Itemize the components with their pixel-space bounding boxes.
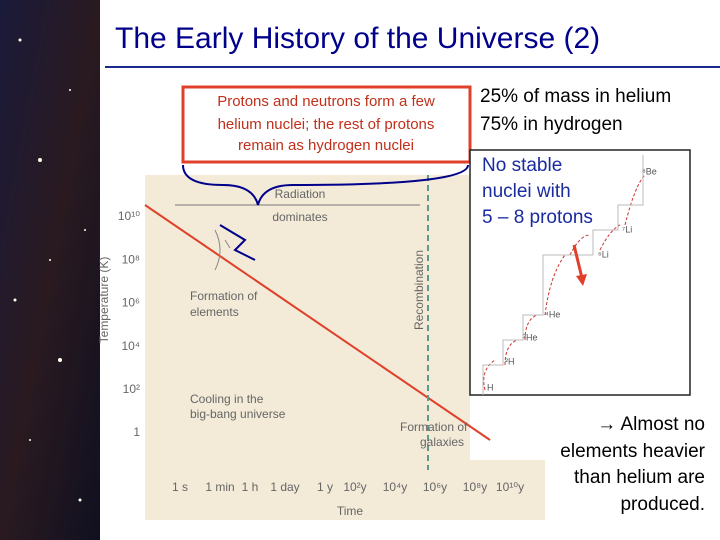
conclusion-text: elements heavier — [560, 441, 705, 462]
isotope-label: H — [487, 382, 494, 392]
annotation: Recombination — [412, 250, 426, 330]
x-tick-label: 1 h — [242, 480, 259, 494]
x-tick-label: 10⁸y — [463, 480, 487, 494]
x-tick-label: 10⁶y — [423, 480, 447, 494]
x-tick-label: 10²y — [343, 480, 366, 494]
inset-text: No stable — [482, 155, 562, 176]
title: The Early History of the Universe (2) — [115, 22, 600, 55]
y-tick-label: 10⁴ — [121, 339, 140, 353]
red-arrowhead — [576, 274, 587, 286]
isotope-label: ⁷Li — [622, 224, 632, 234]
brace-pointer — [219, 224, 256, 261]
annotation: elements — [190, 305, 239, 319]
reaction-arrows — [483, 174, 646, 391]
x-tick-label: 10⁴y — [383, 480, 408, 494]
y-tick-label: 10⁸ — [122, 252, 140, 266]
result-text: 25% of mass in helium — [480, 86, 671, 107]
isotope-label: ⁶Li — [598, 249, 609, 259]
result-text: 75% in hydrogen — [480, 114, 623, 135]
annotation: dominates — [272, 210, 327, 224]
x-tick-label: 1 day — [270, 480, 299, 494]
annotation: Cooling in the — [190, 392, 264, 406]
callout-text: remain as hydrogen nuclei — [238, 137, 414, 154]
brace — [182, 164, 469, 206]
x-tick-label: 1 s — [172, 480, 188, 494]
y-tick-label: 10² — [123, 382, 140, 396]
annotation: Radiation — [275, 187, 326, 201]
isotope-label: ²H — [505, 356, 515, 366]
y-axis-label: Temperature (K) — [97, 257, 111, 344]
callout-text: helium nuclei; the rest of protons — [218, 116, 435, 133]
y-tick-label: 1 — [133, 425, 140, 439]
inset-text: 5 – 8 protons — [482, 207, 593, 228]
conclusion-text: than helium are — [574, 467, 705, 488]
staircase — [482, 155, 644, 395]
starfield — [0, 0, 100, 540]
annotation: big-bang universe — [190, 407, 286, 421]
y-tick-label: 10⁶ — [122, 296, 140, 310]
x-tick-label: 10¹⁰y — [496, 480, 524, 494]
stars — [13, 38, 86, 502]
temperature-line — [144, 204, 491, 441]
isotope-label: ³He — [523, 332, 538, 342]
isotope-label: ⁸Be — [642, 166, 657, 176]
x-tick-label: 1 min — [205, 480, 234, 494]
callout-box — [181, 85, 472, 164]
y-tick-label: 10¹⁰ — [118, 209, 140, 223]
brace-small — [214, 229, 231, 271]
annotation: Formation of — [400, 420, 468, 434]
conclusion-text: → Almost no — [597, 414, 705, 435]
inset-text: nuclei with — [482, 181, 571, 202]
isotope-label: ⁴He — [545, 309, 560, 319]
figure-bg-bottom — [145, 460, 545, 520]
x-tick-label: 1 y — [317, 480, 333, 494]
callout-text: Protons and neutrons form a few — [217, 93, 435, 110]
annotation: galaxies — [420, 435, 464, 449]
x-axis-label: Time — [337, 504, 364, 518]
annotation: Formation of — [190, 289, 258, 303]
red-arrow — [572, 244, 584, 279]
conclusion-text: produced. — [620, 494, 705, 515]
